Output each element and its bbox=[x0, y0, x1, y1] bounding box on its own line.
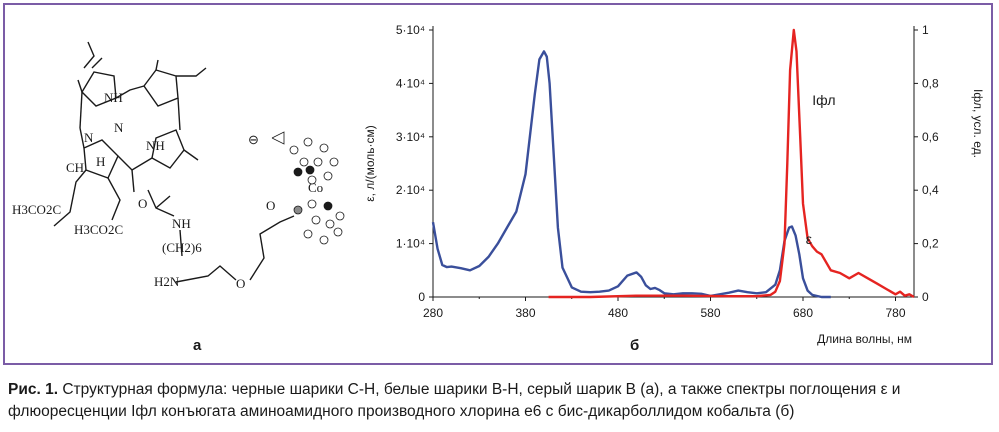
nh-top-label: NH bbox=[104, 90, 123, 105]
y-axis-right-title: Iфл, усл. ед. bbox=[971, 89, 985, 158]
y-right-tick-label: 0,4 bbox=[922, 183, 939, 197]
ch3-label: CH bbox=[66, 160, 84, 175]
x-tick-label: 480 bbox=[608, 306, 628, 320]
y-right-tick-label: 0,2 bbox=[922, 237, 939, 251]
y-right-tick-label: 0,8 bbox=[922, 76, 939, 90]
y-right-tick-label: 0,6 bbox=[922, 130, 939, 144]
ether-o1-label: O bbox=[236, 276, 245, 291]
ether-o2-label: O bbox=[266, 198, 275, 213]
chain-ch2-label: (CH2)6 bbox=[162, 240, 202, 255]
n-left-label: N bbox=[84, 130, 94, 145]
panel-a-label: а bbox=[193, 337, 202, 354]
y-left-tick-label: 2·10⁴ bbox=[396, 183, 425, 197]
y-left-tick-label: 3·10⁴ bbox=[396, 130, 425, 144]
structural-formula: NH N NH N H CH H3CO2C H3CO2C O NH (CH2)6… bbox=[12, 41, 345, 291]
y-right-tick-label: 0 bbox=[922, 290, 929, 304]
ammonium-label: H2N bbox=[154, 274, 180, 289]
figure-frame bbox=[3, 3, 993, 365]
y-axis-left-title: ε, л/(моль·см) bbox=[363, 125, 377, 202]
x-axis-title: Длина волны, нм bbox=[817, 332, 912, 346]
caption-label: Рис. 1. bbox=[8, 381, 59, 398]
carbonyl-o-label: O bbox=[138, 196, 147, 211]
carborane-cage-upper bbox=[271, 131, 339, 185]
series-line-fluorescence bbox=[548, 28, 915, 299]
caption-text: Структурная формула: черные шарики C-H, … bbox=[8, 381, 901, 420]
y-left-tick-label: 0 bbox=[418, 290, 425, 304]
ester1-label: H3CO2C bbox=[12, 202, 61, 217]
annotation-absorption: ε bbox=[806, 231, 812, 247]
y-right-tick-label: 1 bbox=[922, 23, 929, 37]
amide-nh-label: NH bbox=[172, 216, 191, 231]
y-left-tick-label: 5·10⁴ bbox=[396, 23, 425, 37]
x-tick-label: 280 bbox=[423, 306, 443, 320]
x-tick-label: 680 bbox=[793, 306, 813, 320]
ester2-label: H3CO2C bbox=[74, 222, 123, 237]
nh-right-label: NH bbox=[146, 138, 165, 153]
figure-caption: Рис. 1. Структурная формула: черные шари… bbox=[8, 379, 993, 423]
anion-sign: ⊖ bbox=[248, 132, 259, 147]
x-tick-label: 580 bbox=[700, 306, 720, 320]
x-tick-label: 380 bbox=[515, 306, 535, 320]
spectra-chart: 280 380 480 580 680 780 0 1·10⁴ 2·10⁴ 3·10⁴ 4·10⁴ 5… bbox=[363, 23, 985, 346]
n-bottom-label: N bbox=[114, 120, 124, 135]
series-line-absorption bbox=[431, 50, 831, 299]
panel-b-label: б bbox=[630, 337, 640, 354]
annotation-fluorescence: Iфл bbox=[812, 92, 835, 108]
h-center-label: H bbox=[96, 154, 105, 169]
y-left-tick-label: 1·10⁴ bbox=[396, 237, 425, 251]
carborane-cage-lower bbox=[293, 199, 345, 245]
x-tick-label: 780 bbox=[885, 306, 905, 320]
y-left-tick-label: 4·10⁴ bbox=[396, 76, 425, 90]
